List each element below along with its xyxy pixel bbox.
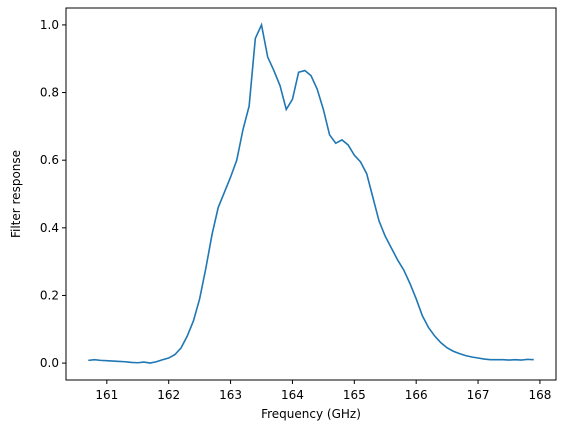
x-tick-label: 165: [343, 388, 366, 402]
plot-frame: [65, 7, 557, 381]
y-axis-label: Filter response: [9, 150, 23, 238]
y-tick-label: 0.6: [40, 153, 59, 167]
y-tick-label: 0.4: [40, 221, 59, 235]
y-tick-label: 1.0: [40, 18, 59, 32]
x-tick-label: 166: [405, 388, 428, 402]
y-tick-label: 0.8: [40, 86, 59, 100]
x-tick-label: 167: [467, 388, 490, 402]
line: [88, 22, 534, 364]
y-tick-label: 0.0: [40, 356, 59, 370]
x-tick-label: 163: [219, 388, 242, 402]
x-tick-label: 161: [95, 388, 118, 402]
x-axis-label: Frequency (GHz): [261, 407, 361, 421]
y-tick-label: 0.2: [40, 288, 59, 302]
x-tick-label: 164: [281, 388, 304, 402]
x-tick-label: 168: [528, 388, 551, 402]
x-tick-label: 162: [157, 388, 180, 402]
